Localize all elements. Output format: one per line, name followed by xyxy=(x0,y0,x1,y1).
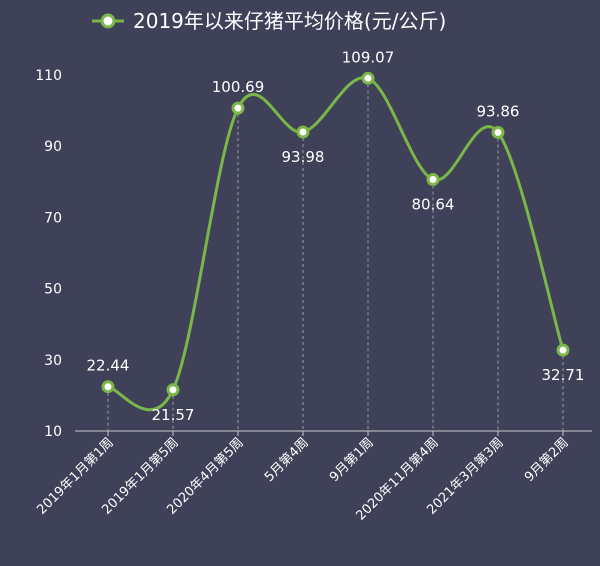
x-tick-label: 9月第1周 xyxy=(327,435,377,485)
y-tick-label: 70 xyxy=(44,210,62,226)
y-tick-label: 30 xyxy=(44,353,62,369)
y-tick-label: 10 xyxy=(44,424,62,440)
data-label: 93.86 xyxy=(477,102,520,120)
data-label: 109.07 xyxy=(342,48,395,66)
data-point xyxy=(361,71,375,85)
data-point xyxy=(491,125,505,139)
data-point xyxy=(101,380,115,394)
data-label: 21.57 xyxy=(152,406,195,424)
legend: 2019年以来仔猪平均价格(元/公斤) xyxy=(92,9,446,33)
data-label: 80.64 xyxy=(412,196,455,214)
y-tick-label: 90 xyxy=(44,139,62,155)
data-point xyxy=(296,125,310,139)
legend-label: 2019年以来仔猪平均价格(元/公斤) xyxy=(133,9,446,33)
data-labels: 22.44 21.57 100.69 93.98 109.07 80.64 93.86 32.… xyxy=(87,48,585,424)
data-point xyxy=(556,343,570,357)
y-tick-label: 110 xyxy=(35,68,62,84)
data-label: 22.44 xyxy=(87,357,130,375)
y-axis: 10 30 50 70 90 110 xyxy=(35,68,62,440)
data-label: 93.98 xyxy=(282,148,325,166)
data-points xyxy=(101,71,570,397)
data-point xyxy=(166,383,180,397)
data-label: 100.69 xyxy=(212,78,265,96)
x-tick-label: 9月第2周 xyxy=(522,435,572,485)
data-point xyxy=(426,173,440,187)
data-label: 32.71 xyxy=(542,366,585,384)
legend-point-marker xyxy=(100,13,116,29)
data-point xyxy=(231,101,245,115)
y-tick-label: 50 xyxy=(44,282,62,298)
drop-lines xyxy=(107,78,564,431)
x-tick-label: 5月第4周 xyxy=(262,435,312,485)
